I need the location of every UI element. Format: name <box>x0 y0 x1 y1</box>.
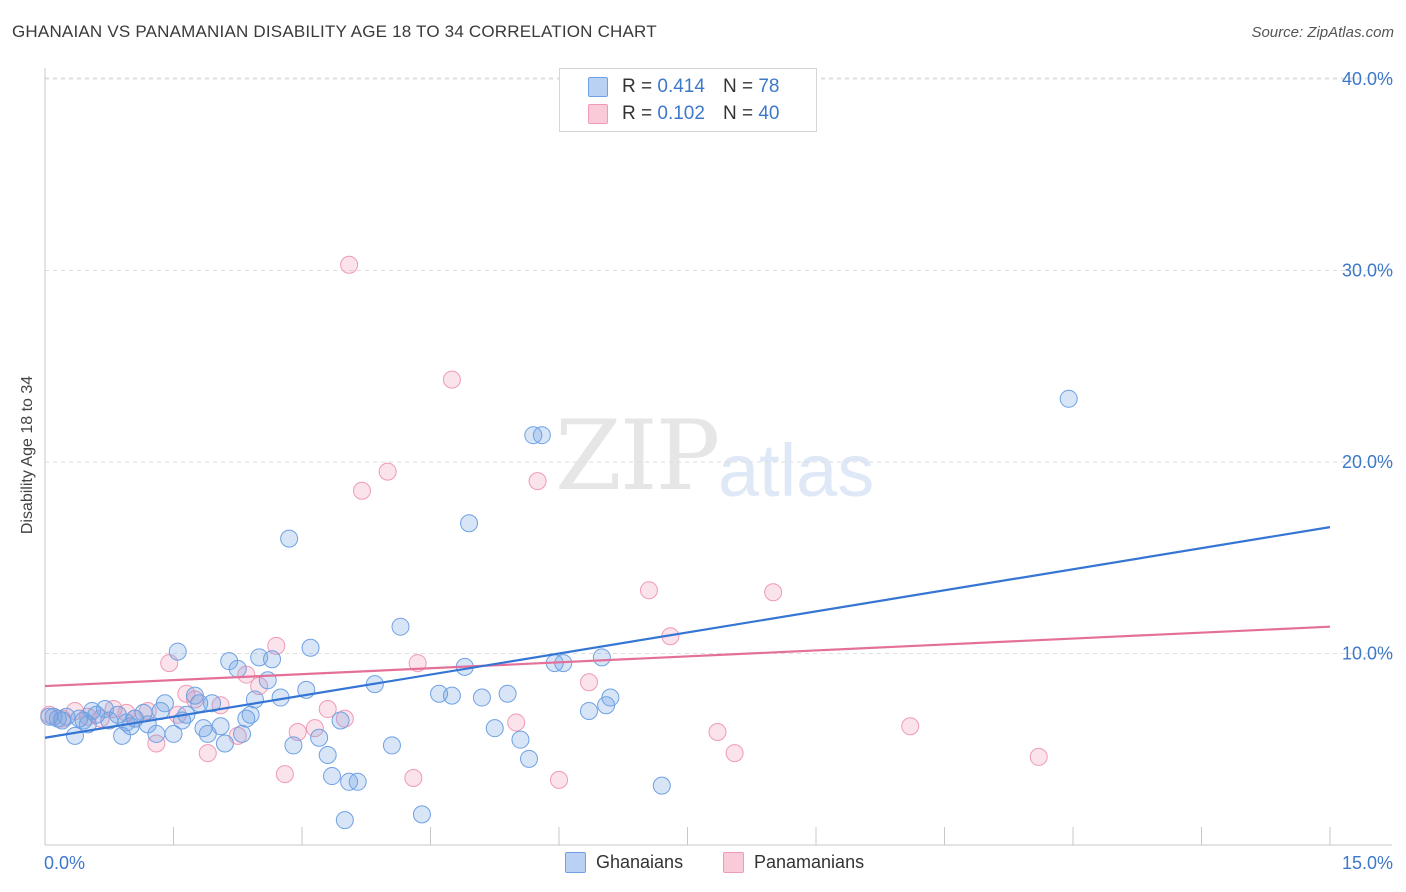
panamanian-point <box>528 472 547 491</box>
ghanaian-point <box>597 696 616 715</box>
y-tick-label-40: 40.0% <box>1342 69 1393 89</box>
panamanian-trendline <box>44 625 1331 688</box>
ghanaian-point <box>472 688 491 707</box>
legend-panamanian-n: 40 <box>758 103 780 124</box>
ghanaian-point <box>579 701 598 720</box>
panamanian-point <box>507 713 526 732</box>
bottom-panamanian-swatch <box>723 852 744 873</box>
ghanaian-point <box>391 617 410 636</box>
panamanian-point <box>725 744 744 763</box>
ghanaian-point <box>382 736 401 755</box>
ghanaian-trendline <box>44 526 1331 739</box>
ghanaian-point <box>147 724 166 743</box>
ghanaian-point <box>168 642 187 661</box>
ghanaian-point <box>44 707 63 726</box>
legend-ghanaian-n: 78 <box>758 76 780 97</box>
ghanaian-point <box>460 514 479 533</box>
ghanaian-point <box>241 705 260 724</box>
panamanian-point <box>579 673 598 692</box>
watermark-atlas: atlas <box>718 429 875 512</box>
ghanaian-point <box>211 717 230 736</box>
bottom-legend-panamanians-label: Panamanians <box>754 852 865 872</box>
watermark-zip: ZIP <box>555 400 720 512</box>
y-tick-label-30: 30.0% <box>1342 261 1393 281</box>
y-tick-label-20: 20.0% <box>1342 452 1393 472</box>
bottom-legend-panamanians[interactable]: Panamanians <box>723 852 864 873</box>
ghanaian-point <box>301 638 320 657</box>
ghanaian-point <box>215 734 234 753</box>
ghanaian-point <box>164 724 183 743</box>
panamanian-point <box>764 583 783 602</box>
ghanaian-point <box>511 730 530 749</box>
panamanian-point <box>901 717 920 736</box>
panamanian-point <box>147 734 166 753</box>
y-tick-label-10: 10.0% <box>1342 644 1393 664</box>
panamanian-point <box>708 723 727 742</box>
panamanian-point <box>639 581 658 600</box>
x-tick-label-min: 0.0% <box>44 853 85 873</box>
source-label: Source: ZipAtlas.com <box>1251 24 1394 41</box>
bottom-ghanaian-swatch <box>565 852 586 873</box>
ghanaian-point <box>228 659 247 678</box>
bottom-legend-ghanaians[interactable]: Ghanaians <box>565 852 683 873</box>
legend-row-ghanaian: R = 0.414 N = 78 <box>588 75 779 99</box>
ghanaian-point <box>280 529 299 548</box>
panamanian-point <box>340 255 359 274</box>
ghanaian-point <box>485 719 504 738</box>
ghanaian-point <box>233 724 252 743</box>
ghanaian-point <box>203 694 222 713</box>
panamanian-point <box>404 768 423 787</box>
ghanaian-point <box>592 648 611 667</box>
ghanaian-point <box>284 736 303 755</box>
legend-row-panamanian: R = 0.102 N = 40 <box>588 102 779 126</box>
panamanian-point <box>352 481 371 500</box>
legend-r-label-2: R = <box>622 103 653 124</box>
ghanaian-point <box>412 805 431 824</box>
panamanian-point <box>288 723 307 742</box>
legend-r-label: R = <box>622 76 653 97</box>
ghanaian-point <box>318 745 337 764</box>
legend-panamanian-r: 0.102 <box>657 103 705 124</box>
ghanaian-point <box>263 650 282 669</box>
ghanaian-point <box>652 776 671 795</box>
ghanaian-swatch <box>588 77 608 97</box>
ghanaian-point <box>1059 389 1078 408</box>
stats-legend: R = 0.414 N = 78 R = 0.102 N = 40 <box>559 68 817 132</box>
panamanian-point <box>408 654 427 673</box>
ghanaian-point <box>74 711 93 730</box>
ghanaian-point <box>331 711 350 730</box>
ghanaian-point <box>520 749 539 768</box>
chart-title: GHANAIAN VS PANAMANIAN DISABILITY AGE 18… <box>12 22 657 41</box>
legend-ghanaian-r: 0.414 <box>657 76 705 97</box>
panamanian-point <box>305 719 324 738</box>
bottom-legend-ghanaians-label: Ghanaians <box>596 852 684 872</box>
ghanaian-point <box>310 728 329 747</box>
panamanian-point <box>378 462 397 481</box>
ghanaian-point <box>335 811 354 830</box>
legend-n-label: N = <box>722 76 754 97</box>
panamanian-point <box>275 765 294 784</box>
ghanaian-point <box>348 772 367 791</box>
panamanian-point <box>1029 747 1048 766</box>
x-tick-label-max: 15.0% <box>1342 853 1393 873</box>
panamanian-point <box>198 744 217 763</box>
ghanaian-point <box>258 671 277 690</box>
panamanian-point <box>267 636 286 655</box>
legend-n-label-2: N = <box>722 103 754 124</box>
panamanian-point <box>318 700 337 719</box>
panamanian-point <box>550 770 568 789</box>
ghanaian-point <box>322 767 341 786</box>
ghanaian-point <box>442 686 461 705</box>
ghanaian-point <box>498 684 517 703</box>
ghanaian-point <box>532 426 551 445</box>
panamanian-point <box>442 370 461 389</box>
ghanaian-point <box>155 694 174 713</box>
panamanian-swatch <box>588 104 608 124</box>
